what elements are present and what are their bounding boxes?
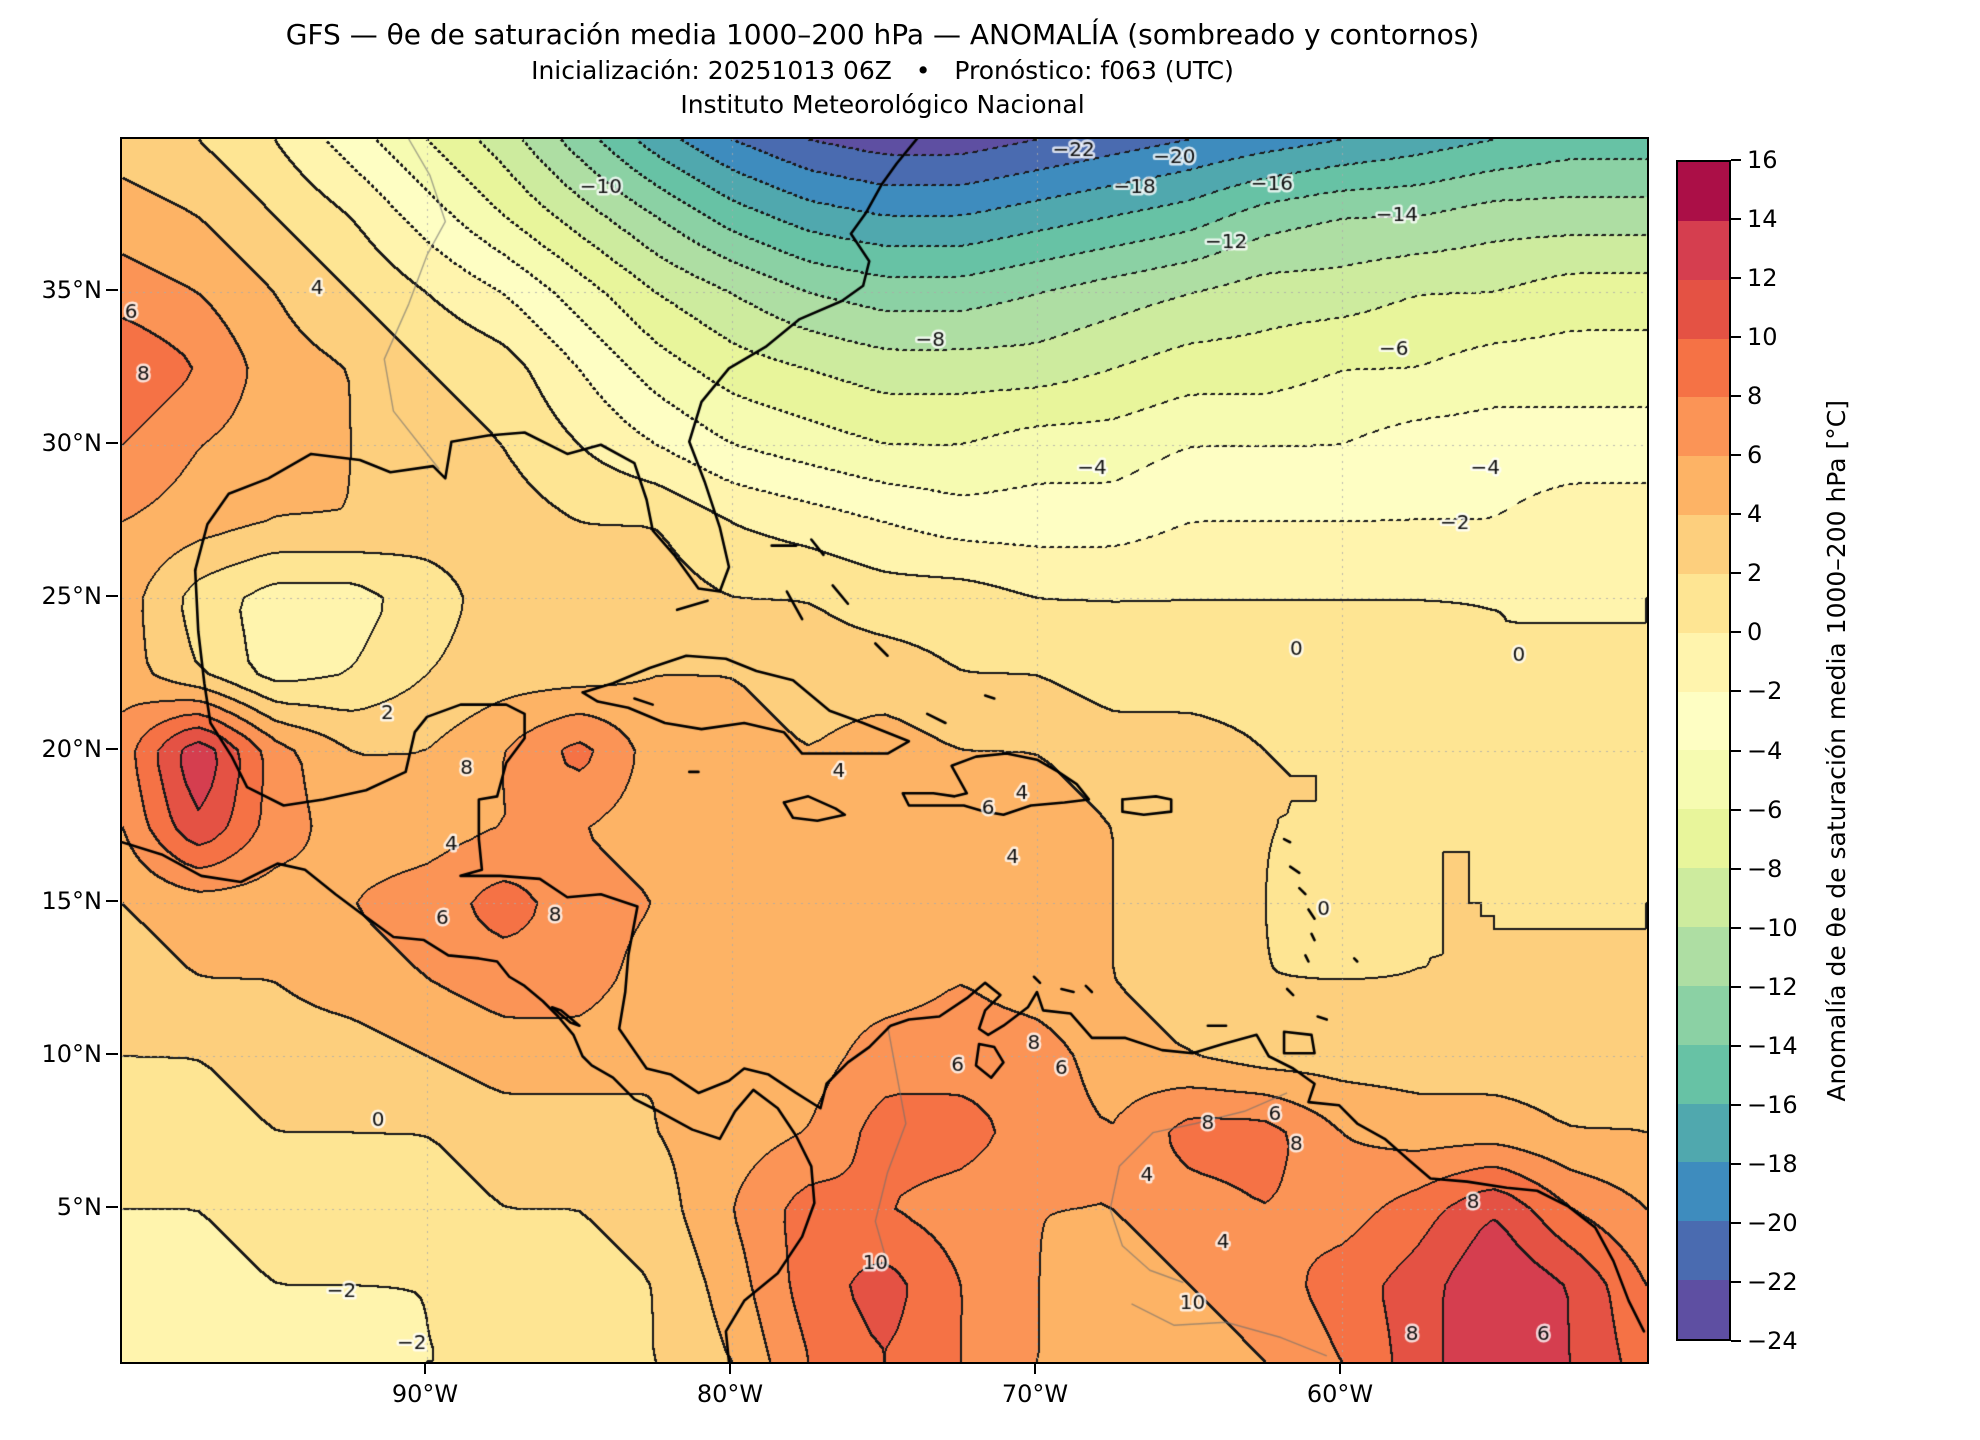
lat-tick-mark (106, 900, 118, 903)
colorbar-tick-mark (1731, 159, 1741, 161)
colorbar-cell (1678, 1103, 1729, 1163)
lat-tick-label: 30°N (41, 428, 103, 457)
lon-tick-label: 80°W (696, 1380, 764, 1408)
lat-tick-label: 10°N (41, 1040, 103, 1069)
colorbar-tick-mark (1731, 277, 1741, 280)
colorbar-cell (1678, 750, 1729, 810)
colorbar-tick-label: −24 (1747, 1327, 1798, 1355)
lat-tick-label: 15°N (41, 887, 103, 916)
colorbar-cell (1678, 868, 1729, 927)
lon-tick-mark (1339, 1362, 1341, 1374)
lat-tick-mark (106, 747, 118, 750)
colorbar-tick-label: −10 (1747, 913, 1798, 942)
colorbar-tick-mark (1731, 926, 1741, 929)
colorbar-cell (1678, 338, 1729, 398)
chart-subtitle: Inicialización: 20251013 06Z • Pronóstic… (531, 56, 1234, 85)
colorbar-cell (1678, 1221, 1729, 1281)
colorbar-tick-mark (1731, 985, 1741, 988)
lat-tick-mark (106, 288, 118, 291)
colorbar-label: Anomalía de θe de saturación media 1000–… (1821, 399, 1851, 1102)
lat-tick-label: 25°N (41, 581, 103, 610)
colorbar-tick-label: 10 (1747, 323, 1778, 352)
colorbar-tick-label: −16 (1747, 1090, 1798, 1119)
lon-tick-mark (1034, 1362, 1036, 1374)
colorbar-cell (1678, 1044, 1729, 1104)
colorbar-tick-label: 6 (1747, 441, 1763, 470)
colorbar-tick-mark (1731, 1340, 1741, 1342)
colorbar-cell (1678, 1280, 1729, 1339)
lat-tick-label: 35°N (41, 275, 103, 304)
colorbar (1676, 160, 1731, 1341)
colorbar-tick-label: −4 (1747, 736, 1783, 765)
colorbar-tick-mark (1731, 454, 1741, 457)
colorbar-tick-mark (1731, 1162, 1741, 1165)
chart-institution: Instituto Meteorológico Nacional (680, 90, 1085, 119)
colorbar-tick-label: −2 (1747, 677, 1783, 706)
colorbar-tick-label: 14 (1747, 205, 1778, 234)
colorbar-tick-label: 12 (1747, 264, 1778, 293)
colorbar-tick-label: −8 (1747, 854, 1783, 883)
colorbar-cell (1678, 632, 1729, 692)
colorbar-tick-label: 0 (1747, 618, 1763, 647)
colorbar-tick-mark (1731, 572, 1741, 575)
colorbar-cell (1678, 279, 1729, 339)
lon-tick-mark (729, 1362, 731, 1374)
colorbar-cell (1678, 220, 1729, 280)
map-frame (120, 137, 1649, 1364)
lat-tick-mark (106, 1053, 118, 1056)
lat-tick-label: 20°N (41, 734, 103, 763)
colorbar-cell (1678, 573, 1729, 633)
title-block: GFS — θe de saturación media 1000–200 hP… (120, 16, 1645, 122)
lat-tick-mark (106, 1206, 118, 1209)
colorbar-cell (1678, 691, 1729, 751)
colorbar-cell (1678, 397, 1729, 457)
colorbar-cell (1678, 162, 1729, 221)
colorbar-tick-mark (1731, 749, 1741, 752)
colorbar-tick-label: 16 (1747, 146, 1778, 174)
colorbar-tick-mark (1731, 1103, 1741, 1106)
colorbar-cell (1678, 985, 1729, 1045)
colorbar-tick-mark (1731, 395, 1741, 398)
lat-tick-label: 5°N (56, 1193, 102, 1222)
map-canvas (122, 139, 1647, 1362)
colorbar-cell (1678, 456, 1729, 516)
lon-tick-label: 90°W (391, 1380, 459, 1408)
colorbar-tick-mark (1731, 808, 1741, 811)
chart-title: GFS — θe de saturación media 1000–200 hP… (285, 18, 1480, 51)
colorbar-tick-label: −22 (1747, 1267, 1798, 1296)
colorbar-tick-mark (1731, 513, 1741, 516)
colorbar-tick-label: −14 (1747, 1031, 1798, 1060)
colorbar-cell (1678, 926, 1729, 986)
colorbar-tick-mark (1731, 1280, 1741, 1283)
colorbar-tick-mark (1731, 867, 1741, 870)
colorbar-cell (1678, 809, 1729, 869)
lon-tick-label: 60°W (1306, 1380, 1374, 1408)
colorbar-tick-mark (1731, 336, 1741, 339)
colorbar-tick-label: −12 (1747, 972, 1798, 1001)
colorbar-label-wrap: Anomalía de θe de saturación media 1000–… (1812, 160, 1860, 1341)
colorbar-tick-label: −20 (1747, 1208, 1798, 1237)
colorbar-tick-mark (1731, 690, 1741, 693)
colorbar-cell (1678, 1162, 1729, 1222)
colorbar-tick-mark (1731, 218, 1741, 221)
lat-tick-mark (106, 441, 118, 444)
colorbar-tick-label: −18 (1747, 1149, 1798, 1178)
colorbar-cell (1678, 515, 1729, 574)
colorbar-tick-label: 2 (1747, 559, 1763, 588)
lat-tick-mark (106, 594, 118, 597)
lon-tick-mark (424, 1362, 426, 1374)
lon-tick-label: 70°W (1001, 1380, 1069, 1408)
colorbar-tick-mark (1731, 1044, 1741, 1047)
colorbar-tick-label: 8 (1747, 382, 1763, 411)
colorbar-tick-label: −6 (1747, 795, 1783, 824)
colorbar-tick-mark (1731, 1221, 1741, 1224)
colorbar-tick-mark (1731, 631, 1741, 634)
colorbar-tick-label: 4 (1747, 500, 1763, 529)
